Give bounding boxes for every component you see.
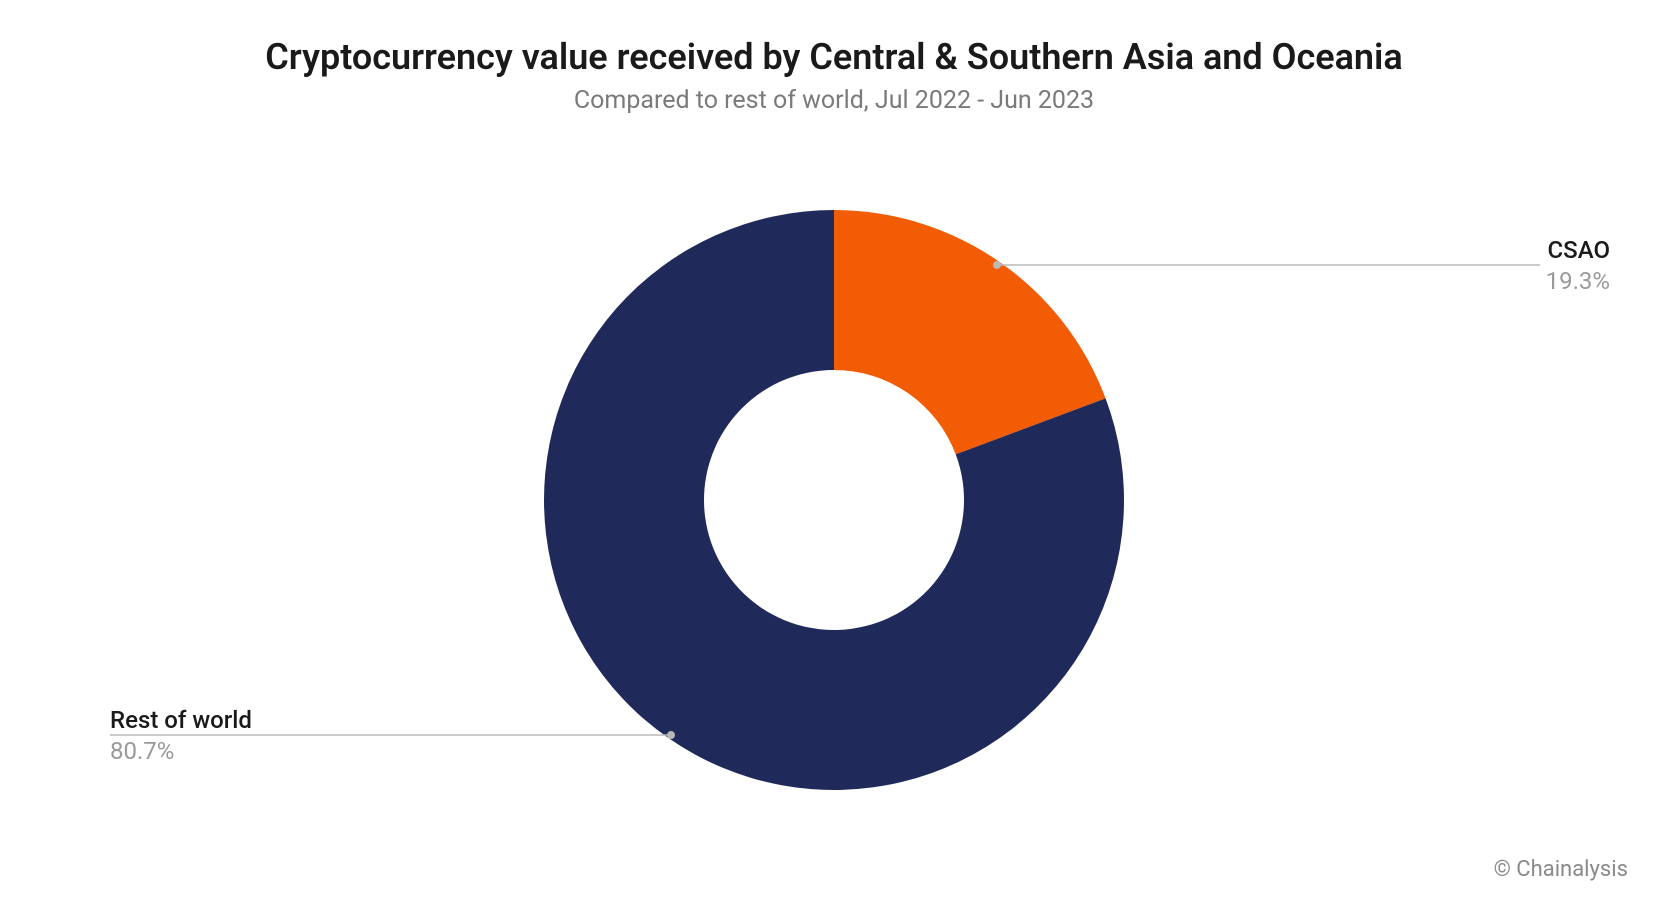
leader-dot-csao	[993, 261, 1001, 269]
donut-chart: CSAO19.3% Rest of world80.7%	[0, 140, 1668, 860]
slice-label-value-csao: 19.3%	[1410, 266, 1610, 297]
leader-dot-rest	[667, 731, 675, 739]
attribution: © Chainalysis	[1494, 857, 1628, 882]
chart-subtitle: Compared to rest of world, Jul 2022 - Ju…	[0, 86, 1668, 115]
chart-title: Cryptocurrency value received by Central…	[0, 36, 1668, 78]
slice-label-csao: CSAO19.3%	[1410, 235, 1610, 297]
slice-label-rest: Rest of world80.7%	[110, 705, 310, 767]
slice-label-value-rest: 80.7%	[110, 736, 310, 767]
slice-label-name-csao: CSAO	[1410, 235, 1610, 266]
slice-label-name-rest: Rest of world	[110, 705, 310, 736]
